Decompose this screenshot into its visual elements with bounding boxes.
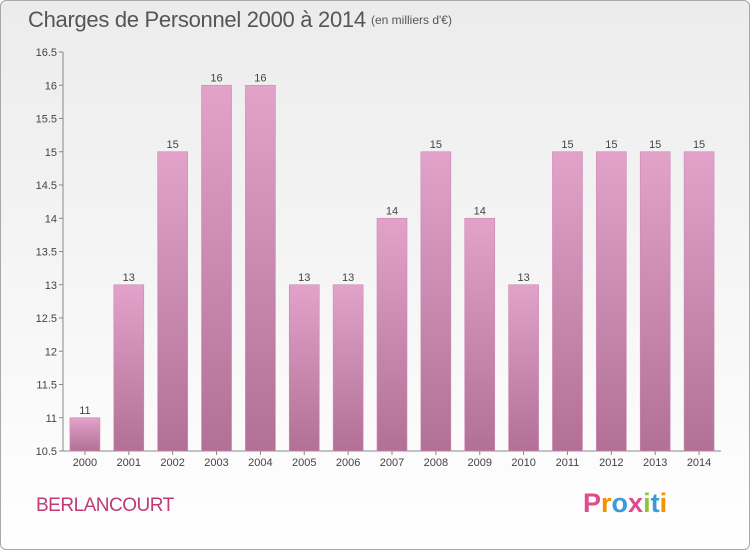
- bar-2002: [157, 151, 188, 452]
- place-name: BERLANCOURT: [36, 495, 174, 516]
- y-tick-label: 11: [46, 413, 57, 425]
- bar-2007: [376, 217, 408, 452]
- x-tick-label: 2012: [599, 457, 623, 469]
- value-label: 15: [167, 139, 179, 151]
- bar-2009: [464, 217, 496, 452]
- x-tick-label: 2001: [117, 457, 141, 469]
- value-label: 14: [474, 205, 486, 217]
- chart-title: Charges de Personnel 2000 à 2014: [28, 7, 366, 32]
- y-tick-label: 15: [45, 147, 57, 159]
- value-label: 15: [605, 139, 617, 151]
- value-label: 15: [430, 139, 442, 151]
- logo-letter: r: [601, 488, 612, 518]
- x-tick-label: 2000: [73, 457, 97, 469]
- logo-letter: P: [583, 488, 602, 518]
- value-label: 14: [386, 205, 398, 217]
- logo-letter: i: [643, 488, 651, 518]
- x-tick-label: 2002: [160, 457, 184, 469]
- x-tick-label: 2004: [248, 457, 272, 469]
- y-tick-label: 13.5: [36, 247, 57, 259]
- x-tick-label: 2010: [511, 457, 535, 469]
- y-tick-label: 16: [45, 80, 57, 92]
- proxiti-logo: Proxiti: [583, 488, 667, 519]
- bar-2011: [552, 151, 583, 452]
- logo-letter: x: [628, 488, 644, 518]
- y-tick-label: 12.5: [36, 313, 57, 325]
- value-label: 13: [298, 272, 310, 284]
- bar-2001: [113, 284, 145, 452]
- y-tick-label: 10.5: [36, 446, 57, 458]
- y-tick-label: 15.5: [36, 114, 57, 126]
- x-tick-label: 2011: [556, 457, 580, 469]
- value-label: 15: [561, 139, 573, 151]
- bar-2014: [683, 151, 715, 452]
- bar-2005: [288, 284, 320, 452]
- bar-2004: [245, 84, 276, 452]
- y-tick-label: 14.5: [36, 180, 57, 192]
- value-label: 13: [123, 272, 135, 284]
- x-tick-label: 2003: [204, 457, 228, 469]
- x-tick-label: 2013: [643, 457, 667, 469]
- x-tick-label: 2008: [424, 457, 448, 469]
- x-tick-label: 2014: [687, 457, 711, 469]
- value-label: 11: [79, 405, 90, 417]
- bar-2000: [69, 417, 101, 452]
- bar-2003: [201, 84, 232, 452]
- value-label: 15: [693, 139, 705, 151]
- x-tick-label: 2005: [292, 457, 316, 469]
- bar-2010: [508, 284, 539, 452]
- y-tick-label: 13: [45, 280, 57, 292]
- y-tick-label: 16.5: [36, 47, 57, 59]
- x-tick-label: 2009: [467, 457, 491, 469]
- value-label: 13: [342, 272, 354, 284]
- value-label: 15: [649, 139, 661, 151]
- logo-letter: i: [659, 488, 668, 518]
- x-tick-label: 2006: [336, 457, 360, 469]
- y-tick-label: 12: [45, 346, 57, 358]
- y-tick-label: 14: [45, 213, 57, 225]
- value-label: 16: [254, 72, 266, 84]
- value-label: 16: [210, 72, 222, 84]
- x-tick-label: 2007: [380, 457, 404, 469]
- chart-subtitle: (en milliers d'€): [371, 13, 452, 27]
- logo-letter: t: [650, 488, 660, 518]
- bar-2013: [639, 151, 671, 452]
- bar-2012: [596, 151, 627, 452]
- value-label: 13: [517, 272, 529, 284]
- bar-2006: [332, 284, 364, 452]
- y-tick-label: 11.5: [36, 380, 57, 392]
- bar-2008: [420, 151, 452, 452]
- logo-letter: o: [611, 488, 629, 518]
